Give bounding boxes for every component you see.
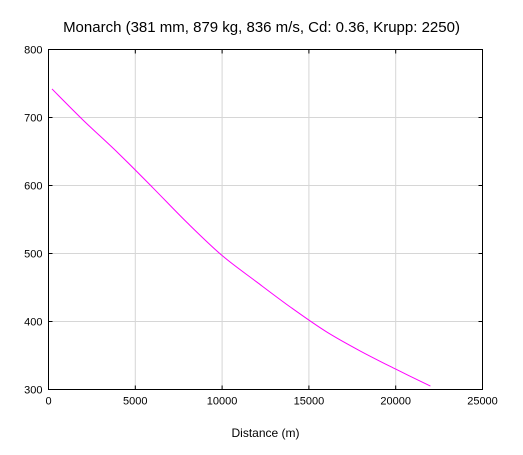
y-tick-label: 400 bbox=[24, 317, 42, 329]
data-point bbox=[256, 282, 257, 283]
data-point bbox=[360, 351, 361, 352]
data-point bbox=[51, 88, 52, 89]
y-tick-label: 700 bbox=[24, 113, 42, 125]
grid-lines bbox=[48, 49, 483, 390]
y-tick-label: 800 bbox=[24, 45, 42, 57]
y-tick-label: 500 bbox=[24, 249, 42, 261]
data-point bbox=[222, 255, 223, 256]
x-axis-label: Distance (m) bbox=[231, 426, 300, 440]
y-tick-label: 300 bbox=[24, 385, 42, 397]
x-tick-label: 20000 bbox=[380, 396, 411, 408]
data-point bbox=[395, 369, 396, 370]
plot-area-frame bbox=[48, 49, 483, 390]
data-point bbox=[291, 307, 292, 308]
velocity-series-line bbox=[51, 88, 431, 387]
data-point bbox=[117, 152, 118, 153]
data-point bbox=[187, 222, 188, 223]
data-point bbox=[326, 331, 327, 332]
x-tick-label: 25000 bbox=[467, 396, 498, 408]
data-point bbox=[83, 120, 84, 121]
data-point bbox=[430, 386, 431, 387]
y-tick-label: 600 bbox=[24, 181, 42, 193]
chart-title: Monarch (381 mm, 879 kg, 836 m/s, Cd: 0.… bbox=[63, 19, 460, 36]
x-tick-label: 10000 bbox=[207, 396, 238, 408]
series-layer bbox=[51, 88, 431, 387]
axis-ticks: 0 5000 10000 15000 20000 25000 300 400 500 600 700… bbox=[24, 45, 498, 408]
x-tick-label: 0 bbox=[45, 396, 51, 408]
data-point bbox=[152, 187, 153, 188]
x-tick-label: 5000 bbox=[123, 396, 147, 408]
x-tick-label: 15000 bbox=[294, 396, 325, 408]
